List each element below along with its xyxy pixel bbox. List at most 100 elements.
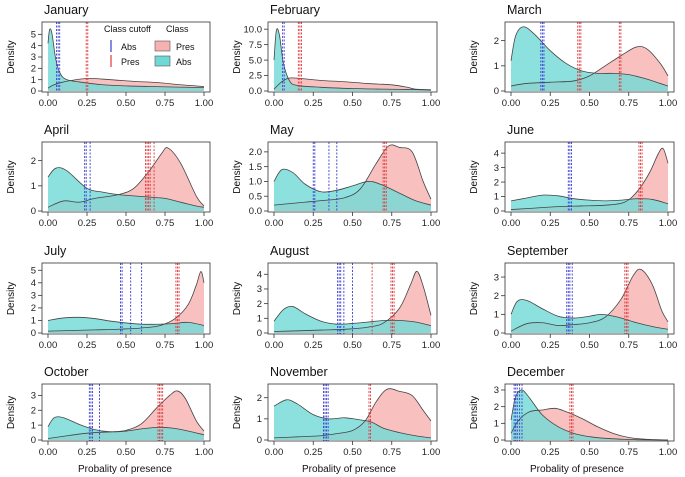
x-tick-label: 0.00 — [39, 218, 58, 229]
x-tick-label: 0.75 — [156, 98, 175, 109]
x-tick-label: 0.50 — [343, 218, 362, 229]
abs-density-area — [48, 317, 204, 333]
y-axis-label: Density — [232, 40, 243, 73]
y-tick-label: 2 — [31, 64, 36, 75]
y-axis-label: Density — [469, 396, 480, 429]
y-tick-label: 3 — [31, 52, 36, 63]
panel-title: January — [44, 3, 89, 17]
abs-density-curve — [273, 28, 432, 91]
y-tick-label: 2 — [31, 405, 36, 416]
y-tick-label: 2 — [494, 177, 499, 188]
y-tick-label: 0 — [31, 206, 36, 217]
y-axis-label: Density — [232, 282, 243, 315]
y-tick-label: 0 — [494, 435, 499, 446]
panel-february: February 0.0 2.5 5.0 7.5 10.0 0.00 0.25 0.50 0.75… — [232, 3, 440, 109]
x-tick-label: 1.00 — [659, 340, 678, 351]
abs-density-area — [274, 306, 431, 333]
x-axis-label-col1: Probality of presence — [78, 464, 172, 475]
pres-density-area — [274, 388, 431, 440]
x-tick-label: 0.00 — [265, 340, 284, 351]
panel-september: September 0 1 2 3 0.00 0.25 0.50 0.75 1.00 Density — [469, 244, 677, 351]
legend-class-title: Class — [166, 24, 189, 34]
panel-plot-area — [47, 142, 205, 212]
x-tick-label: 1.00 — [422, 447, 441, 458]
legend-abs-class-swatch — [154, 55, 171, 67]
x-tick-label: 0.50 — [580, 447, 599, 458]
pres-density-curve — [47, 390, 205, 439]
legend-cutoff-title: Class cutoff — [104, 24, 151, 34]
pres-density-area — [48, 147, 204, 211]
y-tick-label: 1.5 — [249, 162, 262, 173]
y-axis-label: Density — [469, 282, 480, 315]
x-tick-label: 0.00 — [502, 340, 521, 351]
x-tick-label: 0.25 — [304, 447, 323, 458]
x-tick-label: 0.50 — [343, 98, 362, 109]
legend-pres-class-swatch — [154, 40, 171, 52]
y-tick-label: 4 — [31, 41, 36, 52]
legend-pres-class-label: Pres — [176, 42, 195, 52]
panel-title: February — [270, 3, 321, 17]
x-tick-label: 0.00 — [265, 447, 284, 458]
y-axis-label: Density — [6, 282, 17, 315]
abs-density-area — [274, 28, 431, 91]
panel-plot-area — [510, 22, 669, 92]
abs-density-curve — [47, 416, 205, 436]
x-tick-label: 0.25 — [304, 340, 323, 351]
y-tick-label: 3 — [494, 272, 499, 283]
pres-density-curve — [273, 77, 432, 91]
y-axis-label: Density — [469, 40, 480, 73]
y-tick-label: 1 — [494, 310, 499, 321]
y-tick-label: 2 — [494, 36, 499, 47]
abs-density-area — [48, 28, 204, 91]
y-tick-label: 0 — [31, 328, 36, 339]
y-tick-label: 1 — [257, 414, 262, 425]
y-tick-label: 0 — [257, 435, 262, 446]
pres-density-curve — [510, 147, 669, 210]
panel-may: May 0.0 0.5 1.0 1.5 2.0 0.00 0.25 0.50 0.75 1.00 De… — [232, 123, 440, 229]
x-tick-label: 1.00 — [195, 218, 214, 229]
pres-density-curve — [273, 144, 432, 206]
panel-plot-area — [510, 263, 669, 334]
x-tick-label: 0.75 — [383, 447, 402, 458]
x-tick-label: 1.00 — [195, 340, 214, 351]
y-tick-label: 1 — [494, 192, 499, 203]
abs-density-area — [48, 416, 204, 440]
x-tick-label: 0.25 — [304, 218, 323, 229]
legend-pres-cutoff-label: Pres — [121, 57, 140, 67]
panel-plot-area — [510, 384, 669, 441]
panel-november: November 0 1 2 0.00 0.25 0.50 0.75 1.00 Density — [232, 365, 440, 458]
x-tick-label: 0.50 — [580, 340, 599, 351]
panel-title: July — [44, 244, 67, 258]
y-axis-label: Density — [232, 396, 243, 429]
panel-title: November — [270, 365, 328, 379]
y-tick-label: 5.0 — [249, 55, 262, 66]
panel-title: June — [507, 123, 534, 137]
y-tick-label: 0 — [257, 328, 262, 339]
abs-density-curve — [510, 194, 669, 205]
x-tick-label: 0.50 — [580, 98, 599, 109]
x-tick-label: 0.50 — [117, 340, 136, 351]
y-axis-label: Density — [6, 40, 17, 73]
x-tick-label: 1.00 — [659, 447, 678, 458]
panel-title: May — [270, 123, 294, 137]
x-tick-label: 0.50 — [117, 218, 136, 229]
x-tick-label: 0.00 — [265, 98, 284, 109]
y-axis-label: Density — [6, 396, 17, 429]
legend: Class cutoff Class Abs Pres Pres Abs — [104, 24, 195, 67]
x-tick-label: 0.00 — [502, 447, 521, 458]
x-tick-label: 0.75 — [620, 218, 639, 229]
pres-density-curve — [510, 46, 669, 87]
x-axis-label-col2: Probality of presence — [302, 464, 396, 475]
y-tick-label: 3 — [31, 291, 36, 302]
y-tick-label: 7.5 — [249, 40, 262, 51]
y-tick-label: 1 — [494, 419, 499, 430]
pres-density-curve — [510, 407, 669, 441]
y-tick-label: 2 — [31, 156, 36, 167]
x-tick-label: 0.50 — [580, 218, 599, 229]
pres-density-curve — [47, 147, 205, 208]
panel-april: April 0 1 2 0.00 0.25 0.50 0.75 1.00 Density — [6, 123, 213, 229]
y-tick-label: 0 — [494, 206, 499, 217]
pres-density-curve — [510, 268, 669, 332]
y-tick-label: 4 — [31, 278, 36, 289]
